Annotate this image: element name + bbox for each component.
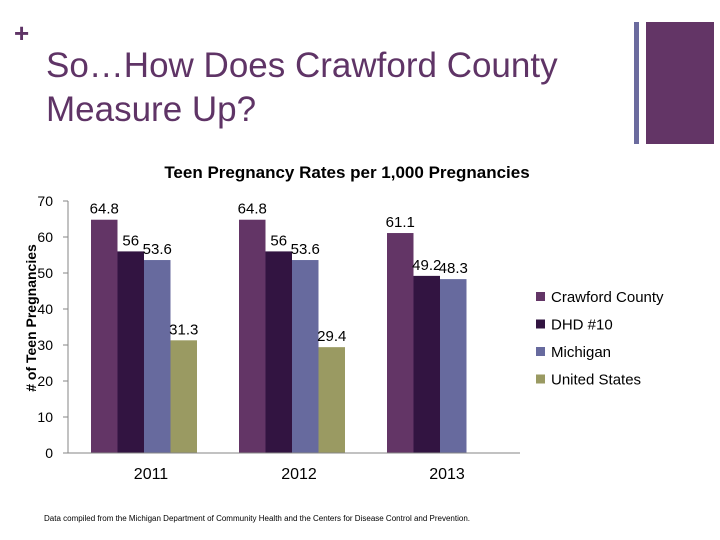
data-label: 61.1 [386,214,415,231]
data-label: 64.8 [90,201,119,218]
bar [440,279,467,453]
y-tick-label: 70 [37,193,53,209]
y-tick-label: 60 [37,229,53,245]
x-tick-label: 2012 [281,466,317,483]
legend-swatch [536,347,545,356]
data-label: 53.6 [143,241,172,258]
data-label: 29.4 [317,328,346,345]
y-tick-label: 30 [37,337,53,353]
y-tick-label: 20 [37,373,53,389]
data-label: 64.8 [238,201,267,218]
bar [91,219,118,453]
bar [117,251,144,453]
accent-bar-thin [634,22,639,144]
data-label: 48.3 [439,260,468,277]
x-tick-label: 2011 [134,466,169,483]
legend-swatch [536,319,545,329]
y-tick-label: 50 [37,265,53,281]
legend-swatch [536,292,545,301]
y-axis-label: # of Teen Pregnancies [23,244,39,392]
bar [292,260,319,453]
y-tick-label: 10 [37,409,53,425]
data-label: 56 [270,232,287,249]
bar [144,260,171,453]
bar [387,233,414,453]
data-label: 31.3 [169,321,198,338]
x-tick-label: 2013 [429,466,465,483]
legend-entry: Crawford County [551,289,664,306]
legend-entry: Michigan [551,344,611,361]
data-label: 49.2 [412,257,441,274]
bar [413,275,440,453]
legend-entry: United States [551,372,641,389]
slide-title: So…How Does Crawford County Measure Up? [46,46,558,129]
data-label: 53.6 [291,241,320,258]
data-label: 56 [122,232,139,249]
y-tick-label: 40 [37,301,53,317]
plus-icon: + [14,18,30,48]
legend-swatch [536,374,545,384]
bar [170,340,197,453]
bar [239,219,266,453]
footnote: Data compiled from the Michigan Departme… [44,514,470,523]
bar [265,251,292,453]
chart-title: Teen Pregnancy Rates per 1,000 Pregnanci… [164,163,529,182]
y-tick-label: 0 [45,445,53,461]
legend-entry: DHD #10 [551,317,613,334]
bar [318,347,345,453]
accent-bar-thick [646,22,714,144]
